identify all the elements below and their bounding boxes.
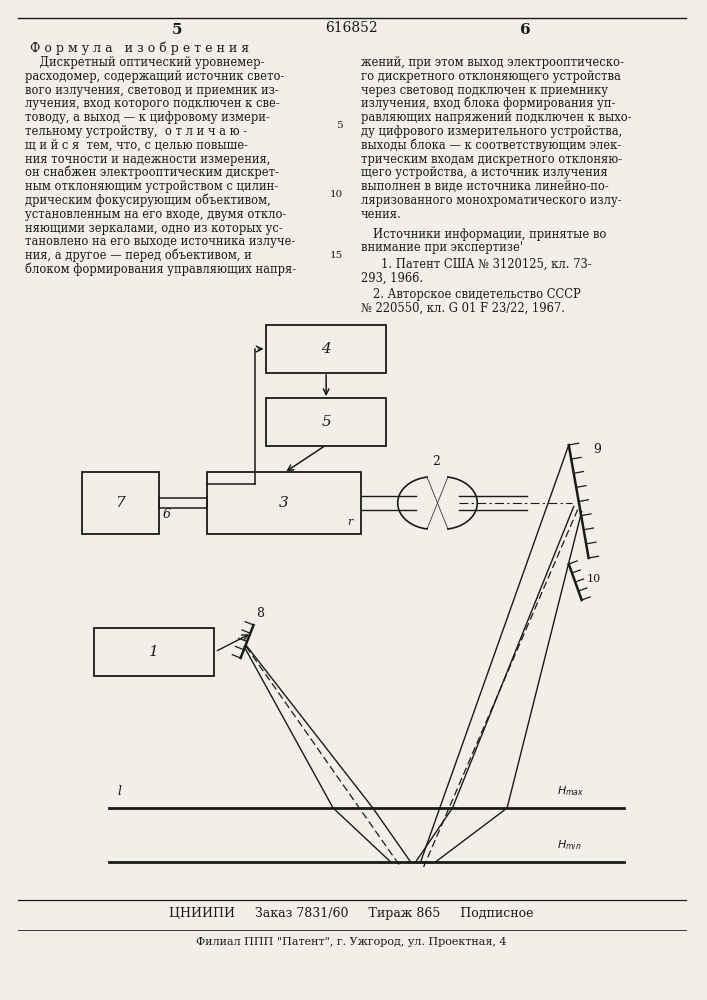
Text: $H_{max}$: $H_{max}$: [557, 784, 584, 798]
Text: ния, а другое — перед объективом, и: ния, а другое — перед объективом, и: [25, 249, 252, 262]
Text: тельному устройству,  о т л и ч а ю -: тельному устройству, о т л и ч а ю -: [25, 125, 247, 138]
Text: установленным на его входе, двумя откло-: установленным на его входе, двумя откло-: [25, 208, 286, 221]
Text: 1: 1: [149, 645, 159, 659]
Text: расходомер, содержащий источник свето-: расходомер, содержащий источник свето-: [25, 70, 284, 83]
Bar: [95, 628, 214, 676]
Text: 4: 4: [321, 342, 331, 356]
Text: 616852: 616852: [325, 21, 378, 35]
Bar: [207, 472, 361, 534]
Text: чения.: чения.: [361, 208, 402, 221]
Text: ным отклоняющим устройством с цилин-: ным отклоняющим устройством с цилин-: [25, 180, 278, 193]
Text: 2: 2: [433, 455, 440, 468]
Text: l: l: [117, 785, 122, 798]
Text: 10: 10: [587, 574, 601, 584]
Text: Ф о р м у л а   и з о б р е т е н и я: Ф о р м у л а и з о б р е т е н и я: [30, 41, 249, 55]
Text: 2. Авторское свидетельство СССР: 2. Авторское свидетельство СССР: [373, 288, 580, 301]
Text: Источники информации, принятые во: Источники информации, принятые во: [373, 228, 606, 241]
Text: 9: 9: [594, 443, 602, 456]
Text: выполнен в виде источника линейно-по-: выполнен в виде источника линейно-по-: [361, 180, 609, 193]
Text: щ и й с я  тем, что, с целью повыше-: щ и й с я тем, что, с целью повыше-: [25, 139, 248, 152]
Text: трическим входам дискретного отклоняю-: трическим входам дискретного отклоняю-: [361, 153, 622, 166]
Text: 15: 15: [329, 251, 343, 260]
Text: 5: 5: [337, 121, 343, 130]
Text: 7: 7: [115, 496, 125, 510]
Text: тановлено на его выходе источника излуче-: тановлено на его выходе источника излуче…: [25, 235, 295, 248]
Text: 1. Патент США № 3120125, кл. 73-: 1. Патент США № 3120125, кл. 73-: [381, 258, 592, 271]
Text: ЦНИИПИ     Заказ 7831/60     Тираж 865     Подписное: ЦНИИПИ Заказ 7831/60 Тираж 865 Подписное: [169, 907, 533, 920]
Text: излучения, вход блока формирования уп-: излучения, вход блока формирования уп-: [361, 97, 615, 110]
Text: лучения, вход которого подключен к све-: лучения, вход которого подключен к све-: [25, 97, 279, 110]
Text: го дискретного отклоняющего устройства: го дискретного отклоняющего устройства: [361, 70, 621, 83]
Bar: [267, 325, 386, 373]
Text: няющими зеркалами, одно из которых ус-: няющими зеркалами, одно из которых ус-: [25, 222, 283, 235]
Text: 6: 6: [520, 23, 530, 37]
Text: 8: 8: [257, 607, 264, 620]
Text: блоком формирования управляющих напря-: блоком формирования управляющих напря-: [25, 262, 296, 276]
Text: выходы блока — к соответствующим элек-: выходы блока — к соответствующим элек-: [361, 138, 621, 152]
Text: товоду, а выход — к цифровому измери-: товоду, а выход — к цифровому измери-: [25, 111, 269, 124]
Text: $H_{min}$: $H_{min}$: [557, 838, 581, 852]
Text: внимание при экспертизе': внимание при экспертизе': [361, 241, 523, 254]
Text: № 220550, кл. G 01 F 23/22, 1967.: № 220550, кл. G 01 F 23/22, 1967.: [361, 302, 565, 315]
Text: 293, 1966.: 293, 1966.: [361, 272, 423, 285]
Text: он снабжен электрооптическим дискрет-: он снабжен электрооптическим дискрет-: [25, 166, 279, 179]
Text: 5: 5: [172, 23, 182, 37]
Text: Дискретный оптический уровнемер-: Дискретный оптический уровнемер-: [25, 56, 264, 69]
Text: Филиал ППП "Патент", г. Ужгород, ул. Проектная, 4: Филиал ППП "Патент", г. Ужгород, ул. Про…: [196, 937, 506, 947]
Text: 3: 3: [279, 496, 288, 510]
Bar: [81, 472, 159, 534]
Text: 6: 6: [163, 508, 171, 521]
Text: жений, при этом выход электрооптическо-: жений, при этом выход электрооптическо-: [361, 56, 624, 69]
Text: ду цифрового измерительного устройства,: ду цифрового измерительного устройства,: [361, 125, 622, 138]
Text: щего устройства, а источник излучения: щего устройства, а источник излучения: [361, 166, 607, 179]
Text: через световод подключен к приемнику: через световод подключен к приемнику: [361, 84, 608, 97]
Text: r: r: [347, 517, 352, 527]
Text: вого излучения, световод и приемник из-: вого излучения, световод и приемник из-: [25, 84, 279, 97]
Text: равляющих напряжений подключен к выхо-: равляющих напряжений подключен к выхо-: [361, 111, 631, 124]
Text: ляризованного монохроматического излу-: ляризованного монохроматического излу-: [361, 194, 621, 207]
Text: ния точности и надежности измерения,: ния точности и надежности измерения,: [25, 153, 270, 166]
Text: 10: 10: [329, 190, 343, 199]
Bar: [267, 398, 386, 446]
Text: 5: 5: [321, 415, 331, 429]
Text: дрическим фокусирующим объективом,: дрическим фокусирующим объективом,: [25, 194, 271, 207]
